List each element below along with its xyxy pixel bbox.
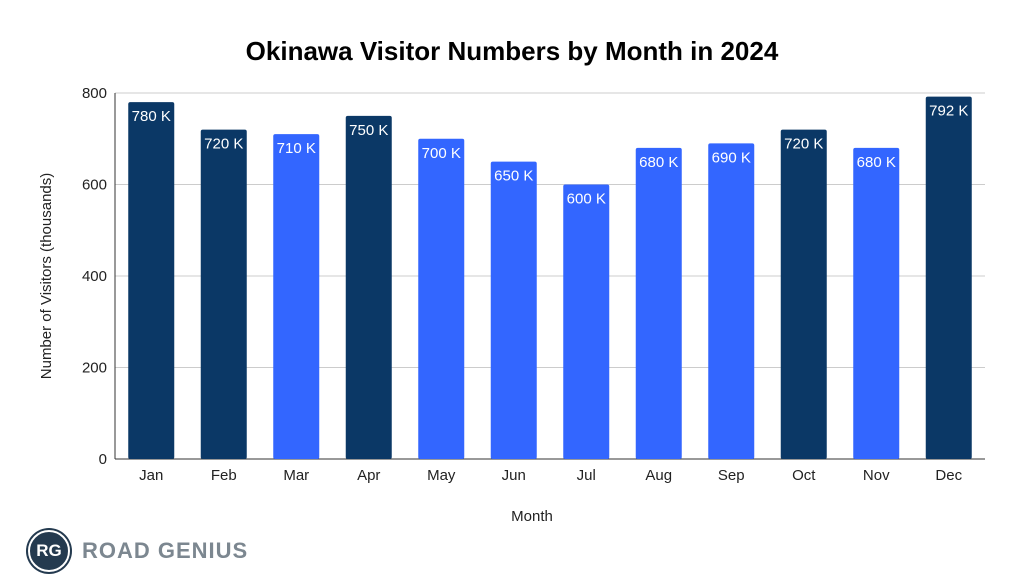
x-tick-label: Jul	[577, 467, 596, 484]
x-tick-label: Feb	[211, 467, 237, 484]
x-tick-label: Mar	[283, 467, 309, 484]
x-tick-label: Jun	[502, 467, 526, 484]
bar-dec	[925, 96, 972, 459]
y-tick-label: 600	[82, 177, 107, 194]
x-axis-label: Month	[511, 508, 553, 525]
bar-jun	[490, 161, 537, 459]
logo-mark: RG	[28, 530, 70, 572]
bar-mar	[273, 134, 320, 460]
bar-aug	[635, 147, 682, 459]
y-tick-label: 400	[82, 268, 107, 285]
y-tick-label: 0	[99, 451, 107, 468]
x-tick-label: May	[427, 467, 456, 484]
x-tick-label: Jan	[139, 467, 163, 484]
x-tick-label: Apr	[357, 467, 380, 484]
data-label: 650 K	[494, 168, 533, 185]
bar-may	[418, 138, 465, 459]
chart-title: Okinawa Visitor Numbers by Month in 2024	[246, 36, 779, 66]
data-label: 680 K	[639, 154, 678, 171]
bar-apr	[345, 115, 392, 459]
data-label: 600 K	[567, 191, 606, 208]
data-label: 750 K	[349, 122, 388, 139]
x-tick-label: Aug	[645, 467, 672, 484]
bar-jan	[128, 102, 175, 460]
x-tick-label: Oct	[792, 467, 816, 484]
data-label: 690 K	[712, 149, 751, 166]
bar-oct	[780, 129, 827, 459]
x-tick-label: Dec	[935, 467, 962, 484]
bar-sep	[708, 143, 755, 459]
bar-jul	[563, 184, 610, 459]
data-label: 700 K	[422, 145, 461, 162]
data-label: 720 K	[784, 136, 823, 153]
data-label: 680 K	[857, 154, 896, 171]
data-label: 792 K	[929, 103, 968, 120]
x-tick-label: Nov	[863, 467, 890, 484]
data-label: 710 K	[277, 140, 316, 157]
road-genius-logo: RG ROAD GENIUS	[28, 530, 248, 572]
y-axis-label: Number of Visitors (thousands)	[38, 173, 55, 379]
bar-nov	[853, 147, 900, 459]
x-tick-label: Sep	[718, 467, 745, 484]
y-tick-label: 200	[82, 360, 107, 377]
y-tick-label: 800	[82, 85, 107, 102]
logo-text: ROAD GENIUS	[82, 538, 249, 563]
data-label: 720 K	[204, 136, 243, 153]
data-label: 780 K	[132, 108, 171, 125]
bar-feb	[200, 129, 247, 459]
